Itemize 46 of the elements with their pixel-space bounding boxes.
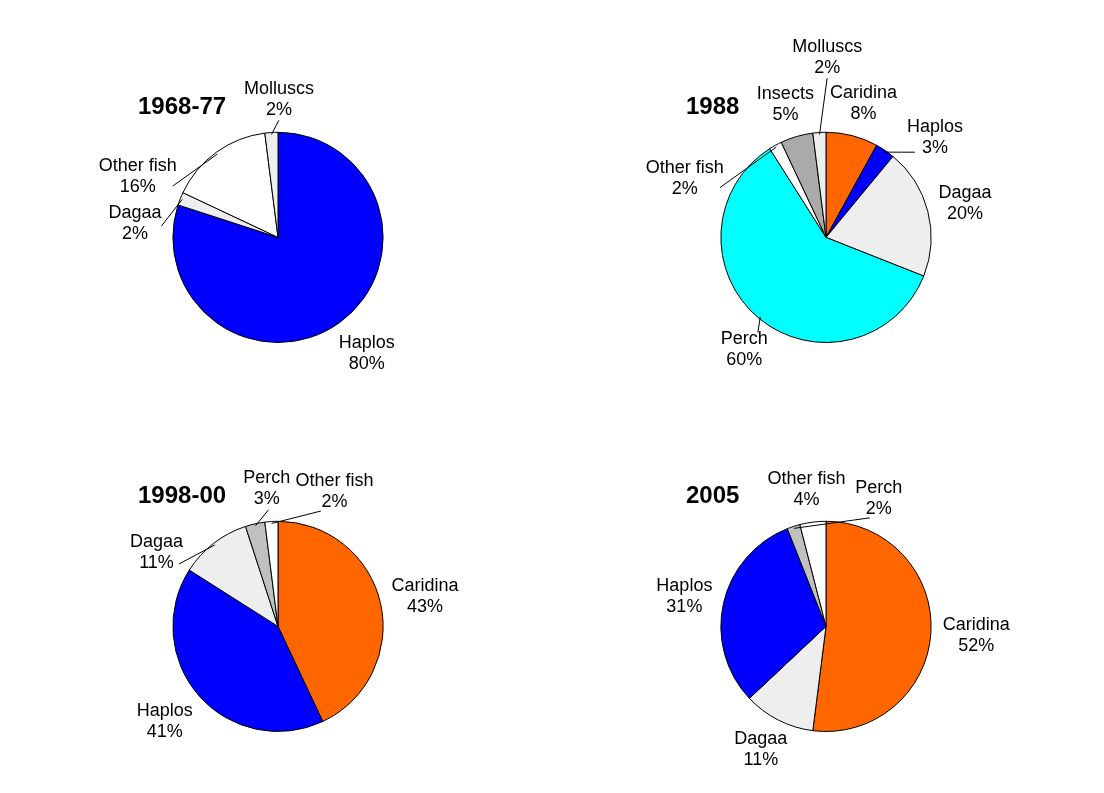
data-label: 2% xyxy=(321,490,348,511)
slice-label: Haplos xyxy=(338,332,395,353)
slice-label: Perch xyxy=(855,476,903,497)
slice-label: Other fish xyxy=(98,155,177,176)
slice-label: Molluscs xyxy=(792,35,863,56)
text: 1998-00 xyxy=(138,481,227,509)
slice-label: Dagaa xyxy=(734,727,789,748)
data-label: 3% xyxy=(922,137,949,158)
text: 1968-77 xyxy=(138,92,227,120)
data-label: 2% xyxy=(814,56,841,77)
data-label: 2% xyxy=(122,223,149,244)
slice-label: Caridina xyxy=(829,82,898,103)
data-label: 43% xyxy=(406,595,444,616)
data-label: 16% xyxy=(119,176,156,197)
data-label: 8% xyxy=(850,103,877,124)
data-label: 80% xyxy=(348,353,385,374)
slice-label: Dagaa xyxy=(938,181,993,202)
data-label: 2% xyxy=(671,178,698,199)
slice-label: Molluscs xyxy=(244,77,315,98)
slice-label: Insects xyxy=(756,83,814,104)
slice-label: Other fish xyxy=(295,469,374,490)
data-label: 20% xyxy=(947,202,984,223)
data-label: 5% xyxy=(772,104,799,125)
data-label: 2% xyxy=(865,497,892,518)
slice-label: Perch xyxy=(720,328,768,349)
data-label: 11% xyxy=(139,552,174,573)
data-label: 31% xyxy=(666,595,703,616)
slice-label: Other fish xyxy=(767,467,846,488)
slice-label: Perch xyxy=(243,467,291,488)
data-label: 41% xyxy=(146,721,183,742)
data-label: 52% xyxy=(958,634,995,655)
chart-title: 2005 xyxy=(686,481,740,509)
data-label: 3% xyxy=(253,488,280,509)
slice-label: Haplos xyxy=(907,116,964,137)
data-label: 60% xyxy=(726,349,763,370)
slice-label: Dagaa xyxy=(108,202,163,223)
data-label: 4% xyxy=(793,488,820,509)
slice-label: Caridina xyxy=(391,574,460,595)
slice-label: Haplos xyxy=(136,700,193,721)
slice-label: Other fish xyxy=(645,157,724,178)
text: 1988 xyxy=(686,92,740,120)
data-label: 11% xyxy=(743,748,779,769)
slice-label: Haplos xyxy=(656,574,713,595)
slice-label: Dagaa xyxy=(129,531,184,552)
data-label: 2% xyxy=(266,98,293,119)
slice-label: Caridina xyxy=(942,613,1011,634)
